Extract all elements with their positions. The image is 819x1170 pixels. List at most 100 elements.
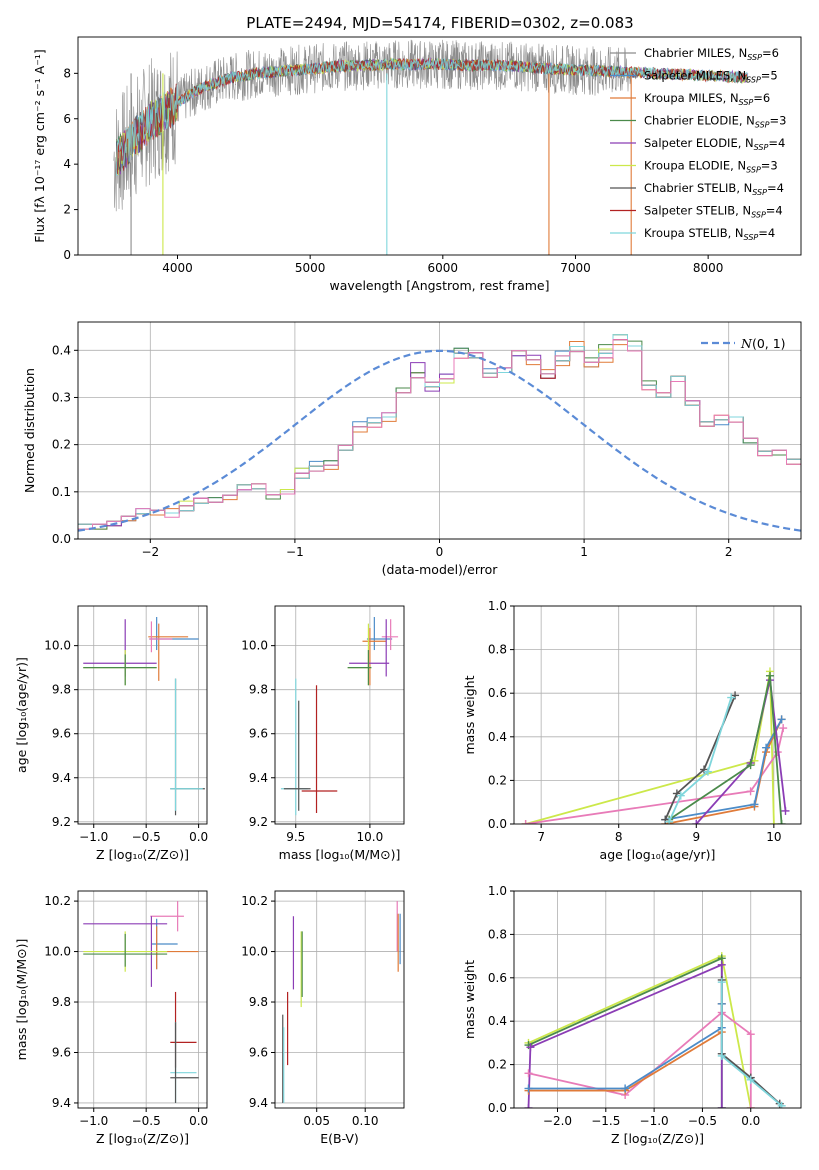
age_vs_z-panel: −1.0 −0.5 0.0 9.2 9.4 9.6 9.8 10.0 Z [log₁₀(Z/Z⊙… xyxy=(14,605,208,862)
mass-weight-marker xyxy=(765,671,774,680)
x-axis-label: age [log₁₀(age/yr)] xyxy=(600,847,716,862)
legend-entry: Kroupa ELODIE, NSSP=3 xyxy=(644,159,778,175)
y-axis-label: mass [log₁₀(M/M⊙)] xyxy=(14,939,29,1061)
mass-weight-marker xyxy=(665,817,674,824)
axes-frame xyxy=(77,36,802,256)
y-tick-label: 9.8 xyxy=(249,995,268,1009)
mass-weight-marker xyxy=(717,960,726,969)
mass-weight-marker xyxy=(703,767,712,776)
axes-frame xyxy=(513,605,802,825)
error-bar-point xyxy=(170,678,203,811)
error-bar-point xyxy=(381,619,399,651)
legend-entry: Salpeter MILES, NSSP=5 xyxy=(644,69,778,85)
y-tick-label: 9.8 xyxy=(249,683,268,697)
x-tick-label: 9 xyxy=(692,830,700,844)
mass-weight-marker xyxy=(717,978,726,987)
y-tick-label: 4 xyxy=(63,157,71,171)
x-tick-label: −1 xyxy=(286,545,304,559)
mass_vs_z-plot-area xyxy=(83,901,199,1103)
x-tick-label: −2.0 xyxy=(543,1114,572,1128)
x-tick-label: −1.0 xyxy=(79,1114,108,1128)
mass-weight-marker xyxy=(746,761,755,770)
x-tick-label: 0.10 xyxy=(352,1114,379,1128)
mass-weight-marker xyxy=(746,1075,755,1084)
age_vs_mass-panel: 9.5 10.0 9.2 9.4 9.6 9.8 10.0 mass [log₁₀(M/M⊙)… xyxy=(241,605,405,862)
x-tick-label: 0.05 xyxy=(303,1114,330,1128)
error-bar-point xyxy=(366,617,393,651)
weight_vs_z-panel: −2.0 −1.5 −1.0 −0.5 0.0 0.0 0.2 0.4 0.6 0.8 1.0 Z [… xyxy=(462,884,802,1146)
weight_vs_age-panel: 7 8 9 10 0.0 0.2 0.4 0.6 0.8 1.0 age [log₁₀(age/yr… xyxy=(462,599,802,862)
axes-frame xyxy=(274,605,405,825)
spectrum-panel: 4000 5000 6000 7000 8000 0 2 4 6 8 wavelength [Ang… xyxy=(32,36,802,293)
mass-weight-marker xyxy=(524,1104,533,1108)
y-tick-label: 10.0 xyxy=(241,945,268,959)
y-tick-label: 0.2 xyxy=(488,1058,507,1072)
error-bar-point xyxy=(83,933,168,967)
x-tick-label: 0.0 xyxy=(741,1114,760,1128)
y-tick-label: 0.4 xyxy=(488,730,507,744)
x-tick-label: 0.0 xyxy=(189,1114,208,1128)
x-tick-label: −1.5 xyxy=(591,1114,620,1128)
y-tick-label: 0.6 xyxy=(488,686,507,700)
y-tick-label: 9.4 xyxy=(52,771,71,785)
axes-frame xyxy=(77,605,208,825)
error-bar-point xyxy=(280,678,308,816)
y-tick-label: 10.0 xyxy=(44,639,71,653)
mass-weight-marker xyxy=(746,1030,755,1039)
x-tick-label: 9.5 xyxy=(286,830,305,844)
error-bar-point xyxy=(151,918,178,970)
y-tick-label: 9.2 xyxy=(52,815,71,829)
weight_vs_z-plot-area xyxy=(524,952,786,1108)
y-tick-label: 0.8 xyxy=(488,643,507,657)
axes-frame xyxy=(274,890,405,1109)
y-tick-label: 9.6 xyxy=(249,727,268,741)
mass_vs_z-panel: −1.0 −0.5 0.0 9.4 9.6 9.8 10.0 10.2 Z [log₁₀(Z/Z… xyxy=(14,890,208,1146)
mass-weight-marker xyxy=(777,715,786,724)
mass-weight-marker xyxy=(524,1069,533,1078)
mass-weight-marker xyxy=(746,787,755,796)
y-tick-label: 0.3 xyxy=(52,390,71,404)
y-tick-label: 9.4 xyxy=(52,1096,71,1110)
x-tick-label: 4000 xyxy=(162,261,193,275)
x-tick-label: 7 xyxy=(537,830,545,844)
mass-weight-line xyxy=(664,695,736,820)
y-tick-label: 10.2 xyxy=(44,894,71,908)
mass-weight-marker xyxy=(779,724,788,733)
mass-weight-marker xyxy=(777,1101,786,1108)
mass-weight-line xyxy=(525,727,785,824)
y-axis-label: Flux [fλ 10⁻¹⁷ erg cm⁻² s⁻¹ A⁻¹] xyxy=(32,49,47,242)
y-tick-label: 10.0 xyxy=(241,639,268,653)
x-tick-label: 8 xyxy=(615,830,623,844)
x-tick-label: 1 xyxy=(580,545,588,559)
mass-weight-marker xyxy=(781,806,790,815)
x-tick-label: −1.0 xyxy=(640,1114,669,1128)
legend-entry: Kroupa MILES, NSSP=6 xyxy=(644,91,770,107)
y-tick-label: 0.0 xyxy=(52,532,71,546)
error-bar-point xyxy=(148,623,189,681)
y-tick-label: 0.6 xyxy=(488,971,507,985)
x-axis-label: wavelength [Angstrom, rest frame] xyxy=(329,278,549,293)
x-axis-label: E(B-V) xyxy=(320,1131,359,1146)
legend-entry: Salpeter ELODIE, NSSP=4 xyxy=(644,136,785,152)
error-bar-point xyxy=(149,617,199,651)
y-tick-label: 6 xyxy=(63,112,71,126)
x-tick-label: −0.5 xyxy=(132,1114,161,1128)
legend-entry: N(0, 1) xyxy=(740,336,786,351)
mass-weight-marker xyxy=(692,820,701,824)
legend-entry: Chabrier STELIB, NSSP=4 xyxy=(644,181,784,197)
x-tick-label: 10 xyxy=(766,830,781,844)
mass-weight-marker xyxy=(717,1051,726,1060)
age_vs_mass-plot-area xyxy=(280,617,399,816)
y-tick-label: 9.2 xyxy=(249,815,268,829)
x-axis-label: Z [log₁₀(Z/Z⊙)] xyxy=(611,1131,704,1146)
x-axis-label: Z [log₁₀(Z/Z⊙)] xyxy=(96,1131,189,1146)
y-tick-label: 9.6 xyxy=(52,727,71,741)
error-bar-point xyxy=(149,621,173,653)
mass-weight-marker xyxy=(526,1043,535,1052)
mass-weight-marker xyxy=(717,1104,726,1108)
spectrum-plot-area xyxy=(113,39,749,255)
mass-weight-marker xyxy=(769,820,778,824)
legend-entry: Chabrier MILES, NSSP=6 xyxy=(644,46,779,62)
mass-weight-line xyxy=(720,982,783,1107)
mass-weight-line xyxy=(668,675,783,824)
